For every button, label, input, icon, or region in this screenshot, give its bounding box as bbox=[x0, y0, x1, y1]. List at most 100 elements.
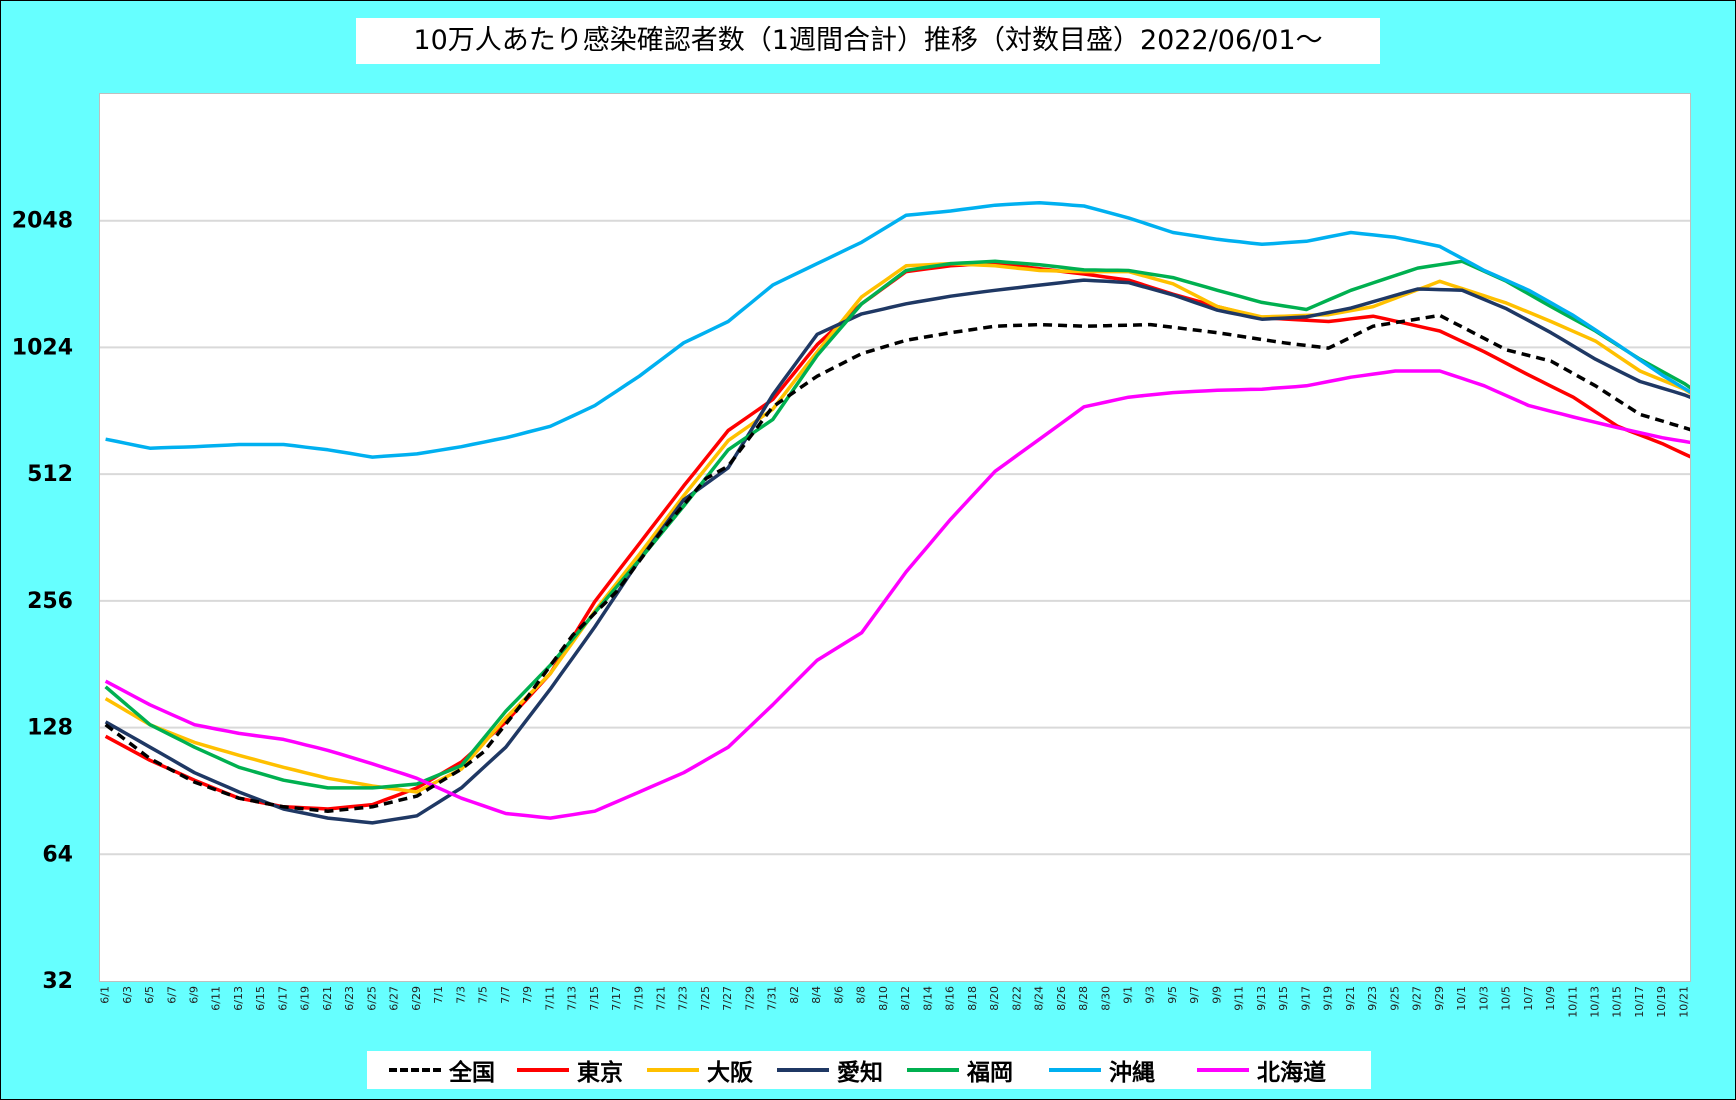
x-tick-label: 6/17 bbox=[276, 986, 289, 1011]
x-tick-label: 7/19 bbox=[632, 986, 645, 1011]
x-tick-label: 8/20 bbox=[988, 986, 1001, 1011]
x-tick-label: 9/3 bbox=[1144, 986, 1157, 1004]
x-tick-label: 10/15 bbox=[1611, 986, 1624, 1018]
x-tick-label: 7/13 bbox=[566, 986, 579, 1011]
legend-swatch bbox=[1049, 1068, 1101, 1072]
legend-item: 全国 bbox=[389, 1051, 495, 1089]
x-tick-label: 6/11 bbox=[210, 986, 223, 1011]
x-tick-label: 8/26 bbox=[1055, 986, 1068, 1011]
x-tick-label: 8/30 bbox=[1099, 986, 1112, 1011]
legend-label: 愛知 bbox=[837, 1060, 883, 1086]
legend-item: 北海道 bbox=[1197, 1051, 1326, 1089]
x-tick-label: 10/11 bbox=[1566, 986, 1579, 1018]
x-tick-label: 9/15 bbox=[1277, 986, 1290, 1011]
x-tick-label: 7/31 bbox=[766, 986, 779, 1011]
x-tick-label: 10/9 bbox=[1544, 986, 1557, 1011]
x-tick-label: 8/8 bbox=[855, 986, 868, 1004]
line-chart bbox=[100, 200, 1690, 856]
x-tick-label: 10/1 bbox=[1455, 986, 1468, 1011]
y-tick-label: 64 bbox=[42, 842, 73, 867]
x-tick-label: 6/29 bbox=[410, 986, 423, 1011]
x-tick-label: 10/13 bbox=[1588, 986, 1601, 1018]
x-tick-label: 7/21 bbox=[655, 986, 668, 1011]
x-tick-label: 7/17 bbox=[610, 986, 623, 1011]
x-tick-label: 8/6 bbox=[832, 986, 845, 1004]
y-tick-label: 128 bbox=[27, 716, 73, 741]
x-tick-label: 9/29 bbox=[1433, 986, 1446, 1011]
x-tick-label: 7/25 bbox=[699, 986, 712, 1011]
x-tick-label: 9/5 bbox=[1166, 986, 1179, 1004]
legend-label: 福岡 bbox=[967, 1060, 1013, 1086]
x-tick-label: 8/16 bbox=[944, 986, 957, 1011]
x-tick-label: 6/13 bbox=[232, 986, 245, 1011]
x-tick-label: 7/5 bbox=[477, 986, 490, 1004]
x-tick-label: 10/5 bbox=[1500, 986, 1513, 1011]
x-tick-label: 9/27 bbox=[1411, 986, 1424, 1011]
x-tick-label: 9/1 bbox=[1121, 986, 1134, 1004]
y-tick-label: 1024 bbox=[12, 335, 73, 360]
x-tick-label: 10/7 bbox=[1522, 986, 1535, 1011]
legend-item: 福岡 bbox=[907, 1051, 1013, 1089]
x-tick-label: 10/19 bbox=[1655, 986, 1668, 1018]
x-tick-label: 7/11 bbox=[543, 986, 556, 1011]
x-tick-label: 6/15 bbox=[254, 986, 267, 1011]
x-tick-label: 9/19 bbox=[1322, 986, 1335, 1011]
x-tick-label: 8/10 bbox=[877, 986, 890, 1011]
x-tick-label: 7/9 bbox=[521, 986, 534, 1004]
x-tick-label: 7/3 bbox=[454, 986, 467, 1004]
x-tick-label: 7/15 bbox=[588, 986, 601, 1011]
series-line-北海道 bbox=[104, 369, 1690, 820]
legend-item: 沖縄 bbox=[1049, 1051, 1155, 1089]
x-tick-label: 6/1 bbox=[99, 986, 112, 1004]
x-tick-label: 7/27 bbox=[721, 986, 734, 1011]
x-tick-label: 6/21 bbox=[321, 986, 334, 1011]
legend-item: 愛知 bbox=[777, 1051, 883, 1089]
x-tick-label: 8/24 bbox=[1033, 986, 1046, 1011]
legend-swatch bbox=[647, 1068, 699, 1072]
series-line-沖縄 bbox=[105, 200, 1690, 459]
x-tick-label: 9/17 bbox=[1299, 986, 1312, 1011]
legend-label: 北海道 bbox=[1257, 1060, 1326, 1086]
series-line-福岡 bbox=[104, 259, 1690, 790]
x-tick-label: 6/7 bbox=[165, 986, 178, 1004]
x-tick-label: 8/22 bbox=[1010, 986, 1023, 1011]
x-tick-label: 9/11 bbox=[1233, 986, 1246, 1011]
x-tick-label: 6/25 bbox=[365, 986, 378, 1011]
x-tick-label: 9/13 bbox=[1255, 986, 1268, 1011]
y-tick-label: 256 bbox=[27, 589, 73, 614]
legend-label: 全国 bbox=[449, 1060, 495, 1086]
legend-label: 東京 bbox=[577, 1060, 623, 1086]
legend-swatch bbox=[1197, 1068, 1249, 1072]
x-tick-label: 8/14 bbox=[921, 986, 934, 1011]
x-tick-label: 8/12 bbox=[899, 986, 912, 1011]
x-tick-label: 10/21 bbox=[1677, 986, 1690, 1018]
axes-overlay: 32 64 128 256 512 1024 2048 6/1 6/3 6/5 6/7 6/9 6/11… bbox=[12, 209, 1691, 1018]
x-tick-label: 6/3 bbox=[121, 986, 134, 1004]
x-tick-label: 9/7 bbox=[1188, 986, 1201, 1004]
series-line-全国 bbox=[104, 313, 1690, 813]
x-tick-label: 9/21 bbox=[1344, 986, 1357, 1011]
series-line-愛知 bbox=[104, 278, 1690, 825]
x-tick-label: 9/25 bbox=[1388, 986, 1401, 1011]
x-tick-label: 7/7 bbox=[499, 986, 512, 1004]
legend-label: 沖縄 bbox=[1109, 1060, 1155, 1086]
x-tick-label: 8/2 bbox=[788, 986, 801, 1004]
y-tick-label: 512 bbox=[27, 462, 73, 487]
legend: 全国 東京 大阪 愛知 福岡 沖縄 北海道 bbox=[367, 1051, 1371, 1089]
legend-item: 東京 bbox=[517, 1051, 623, 1089]
x-tick-label: 7/1 bbox=[432, 986, 445, 1004]
plot-area bbox=[99, 93, 1691, 982]
x-tick-label: 8/4 bbox=[810, 986, 823, 1004]
y-tick-label: 32 bbox=[42, 969, 73, 994]
x-tick-label: 8/18 bbox=[966, 986, 979, 1011]
x-tick-label: 6/27 bbox=[388, 986, 401, 1011]
chart-title: 10万人あたり感染確認者数（1週間合計）推移（対数目盛）2022/06/01～ bbox=[356, 18, 1380, 64]
y-tick-label: 2048 bbox=[12, 209, 73, 234]
legend-swatch bbox=[389, 1068, 441, 1072]
legend-item: 大阪 bbox=[647, 1051, 753, 1089]
x-tick-label: 8/28 bbox=[1077, 986, 1090, 1011]
legend-label: 大阪 bbox=[707, 1060, 753, 1086]
x-tick-label: 7/29 bbox=[743, 986, 756, 1011]
legend-swatch bbox=[517, 1068, 569, 1072]
x-tick-label: 6/19 bbox=[299, 986, 312, 1011]
